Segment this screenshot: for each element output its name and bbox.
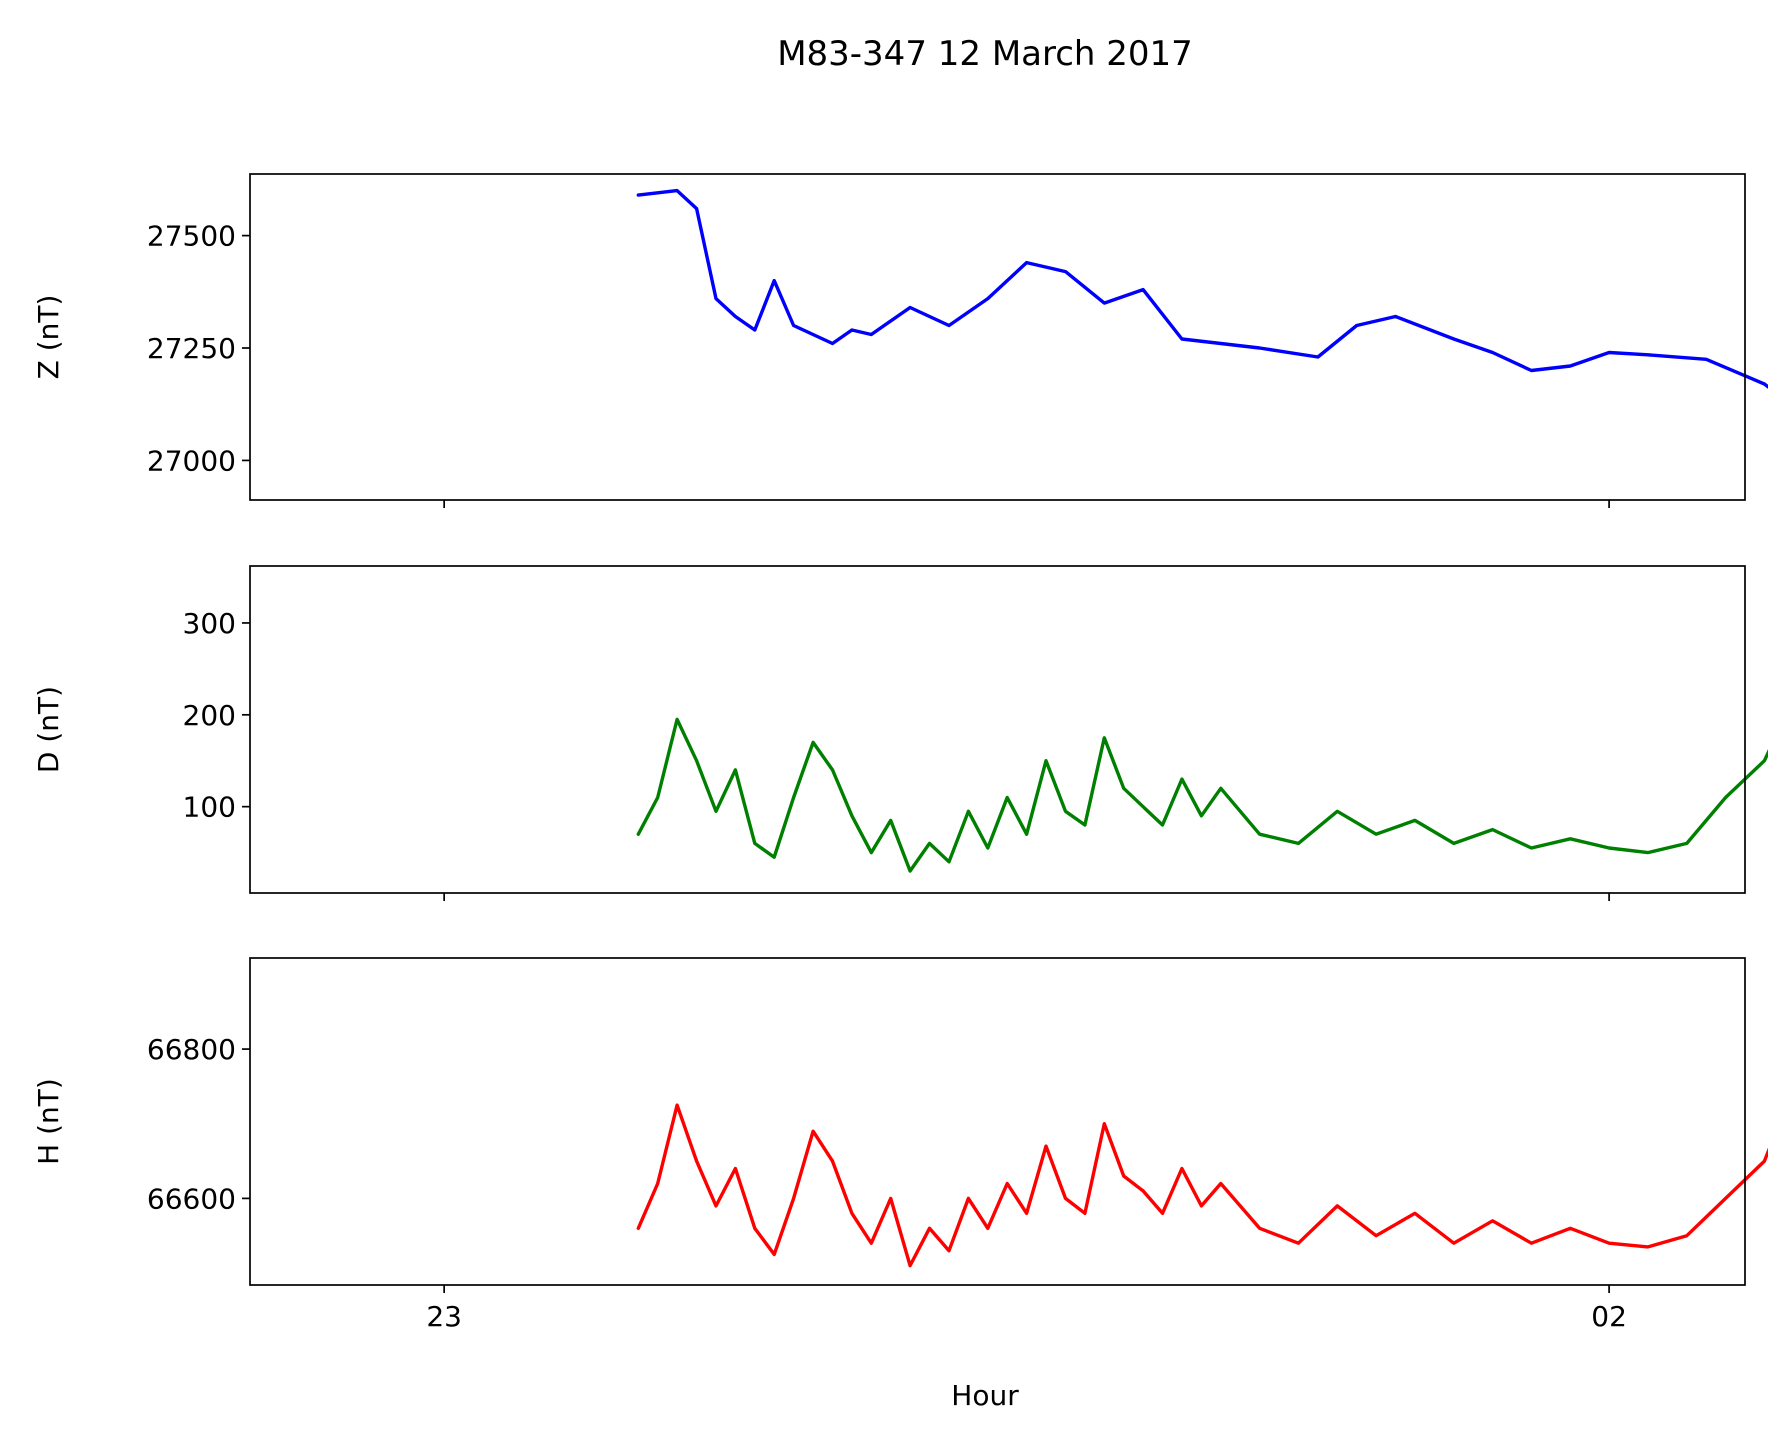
axes-frame (249, 957, 1746, 1286)
y-tick-label: 66800 (147, 1033, 236, 1066)
y-tick-label: 100 (183, 791, 236, 824)
y-tick-label: 27000 (147, 444, 236, 477)
x-tick-label: 23 (426, 1300, 462, 1333)
y-tick-label: 27500 (147, 220, 236, 253)
y-axis-label: H (nT) (32, 1078, 65, 1165)
y-axis-label: D (nT) (32, 686, 65, 773)
y-axis-label: Z (nT) (32, 295, 65, 380)
axes-frame (249, 173, 1746, 501)
series-line-z (636, 188, 1768, 389)
panels: 27000 27250 27500 Z (nT) 100 200 300 D (nT) 6660… (32, 173, 1768, 1333)
series-line-h (636, 1103, 1768, 1268)
figure-title: M83-347 12 March 2017 (777, 34, 1193, 74)
panel-z: 27000 27250 27500 Z (nT) (32, 173, 1768, 508)
panel-d: 100 200 300 D (nT) (32, 565, 1768, 901)
series-line-d (636, 717, 1768, 873)
y-tick-label: 300 (183, 607, 236, 640)
y-tick-label: 27250 (147, 332, 236, 365)
axes-frame (249, 565, 1746, 894)
y-tick-label: 66600 (147, 1182, 236, 1215)
y-tick-label: 200 (183, 699, 236, 732)
x-tick-label: 02 (1591, 1300, 1627, 1333)
x-axis-label: Hour (951, 1379, 1019, 1412)
panel-h: 6660066800230205081114172023H (nT) (32, 957, 1768, 1333)
